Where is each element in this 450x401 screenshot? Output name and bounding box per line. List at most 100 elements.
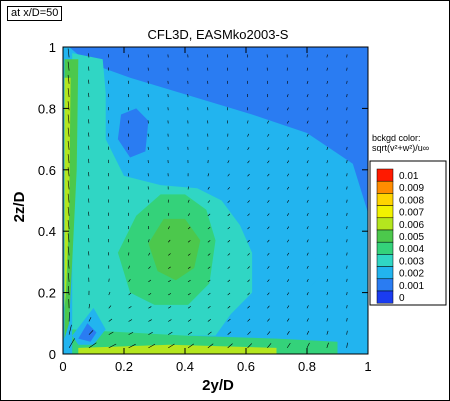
legend-swatch-6 — [376, 241, 394, 255]
vector-arrow-245 — [267, 147, 270, 151]
vector-arrow-215 — [247, 239, 250, 243]
vector-arrow-94 — [148, 319, 152, 322]
vector-arrow-289 — [306, 173, 309, 177]
vector-arrow-296 — [306, 80, 309, 84]
legend-swatch-3 — [376, 205, 394, 219]
vector-arrow-237 — [267, 252, 270, 256]
vector-arrow-174 — [207, 173, 210, 177]
vector-arrow-261 — [286, 239, 290, 243]
vector-arrow-184 — [227, 343, 233, 349]
vector-arrow-124 — [167, 226, 170, 230]
x-tick-label-2: 0.4 — [176, 359, 194, 374]
legend-label-4: 0.006 — [399, 220, 424, 231]
vector-arrow-291 — [306, 147, 309, 150]
contour-regions — [63, 47, 368, 354]
vector-arrow-323 — [346, 330, 348, 335]
vector-arrow-327 — [346, 278, 348, 282]
vector-arrow-269 — [286, 133, 290, 137]
vector-arrow-276 — [306, 342, 310, 348]
vector-arrow-170 — [207, 226, 211, 230]
vector-arrow-189 — [227, 279, 231, 283]
plot-border — [62, 46, 369, 355]
vector-arrow-256 — [286, 305, 290, 309]
y-tick-label-1: 0.2 — [38, 286, 56, 301]
vector-arrow-70 — [128, 331, 134, 335]
vector-arrow-242 — [267, 186, 270, 190]
vector-arrow-267 — [286, 160, 290, 164]
vector-arrow-304 — [326, 278, 329, 282]
legend-label-0: 0.01 — [399, 171, 419, 182]
vector-arrow-314 — [326, 146, 329, 150]
vector-arrow-325 — [346, 305, 348, 309]
legend-title-line1: bckgd color: — [372, 133, 421, 143]
vector-arrow-118 — [168, 306, 172, 309]
vector-arrow-329 — [346, 252, 348, 256]
vector-arrow-167 — [207, 266, 211, 269]
vector-arrow-321 — [326, 54, 328, 58]
vector-arrow-69 — [128, 343, 136, 349]
legend-swatch-4 — [376, 217, 394, 231]
vector-arrow-195 — [227, 200, 231, 203]
vector-arrow-165 — [207, 292, 211, 296]
station-label: at x/D=50 — [7, 6, 63, 21]
vector-arrow-216 — [247, 226, 250, 230]
vector-arrow-221 — [247, 160, 250, 164]
legend-swatch-1 — [376, 180, 394, 194]
vector-arrow-191 — [227, 253, 231, 256]
legend-swatch-0 — [376, 168, 394, 182]
vector-arrow-230 — [267, 343, 272, 349]
legend-label-3: 0.007 — [399, 208, 424, 219]
vector-arrow-17 — [67, 114, 70, 124]
vector-arrow-236 — [267, 266, 270, 269]
vector-arrow-286 — [306, 213, 309, 216]
vector-arrow-232 — [267, 318, 270, 322]
vector-arrow-214 — [247, 253, 250, 256]
vector-arrow-188 — [227, 292, 231, 296]
vector-arrow-115 — [168, 343, 175, 349]
vector-arrow-75 — [128, 265, 130, 269]
vector-arrow-122 — [168, 253, 171, 256]
vector-arrow-218 — [247, 200, 250, 203]
vector-arrow-98 — [148, 266, 151, 269]
vector-arrow-280 — [306, 292, 309, 296]
legend-swatch-5 — [376, 229, 394, 243]
vector-arrow-287 — [306, 199, 309, 203]
vector-arrow-149 — [187, 199, 190, 203]
vector-arrow-50 — [108, 291, 111, 296]
vector-arrow-0 — [68, 338, 75, 349]
vector-arrow-317 — [326, 107, 329, 111]
vector-arrow-300 — [326, 330, 329, 335]
vector-arrow-1 — [68, 324, 72, 335]
vector-arrow-337 — [346, 146, 348, 150]
vector-arrow-290 — [306, 160, 309, 164]
contour-region-0 — [69, 47, 368, 213]
vector-arrow-117 — [168, 319, 172, 322]
vector-arrow-148 — [187, 213, 191, 217]
vector-arrow-311 — [326, 186, 329, 190]
vector-arrow-187 — [227, 305, 231, 309]
vector-arrow-309 — [326, 212, 329, 216]
vector-arrow-10 — [67, 206, 70, 216]
vector-arrow-25 — [88, 317, 92, 322]
vector-arrow-297 — [306, 67, 309, 71]
vector-arrow-294 — [306, 107, 309, 111]
vector-arrow-208 — [247, 331, 251, 335]
vector-arrow-13 — [67, 167, 70, 177]
vector-arrow-316 — [326, 120, 329, 124]
vector-arrow-292 — [306, 133, 309, 137]
vector-arrow-186 — [227, 318, 231, 322]
vector-arrow-331 — [346, 226, 348, 230]
vector-arrow-196 — [227, 187, 230, 190]
vector-arrow-7 — [67, 246, 70, 256]
vector-arrow-270 — [286, 120, 289, 124]
vector-arrow-332 — [346, 212, 348, 216]
vector-arrow-272 — [286, 94, 289, 98]
vector-arrow-330 — [346, 239, 348, 243]
x-tick-label-5: 1 — [364, 359, 371, 374]
vector-arrow-5 — [67, 272, 70, 282]
vector-arrow-243 — [267, 173, 270, 177]
legend-label-7: 0.003 — [399, 256, 424, 267]
vector-arrow-279 — [306, 305, 309, 309]
vector-arrow-193 — [227, 226, 231, 230]
